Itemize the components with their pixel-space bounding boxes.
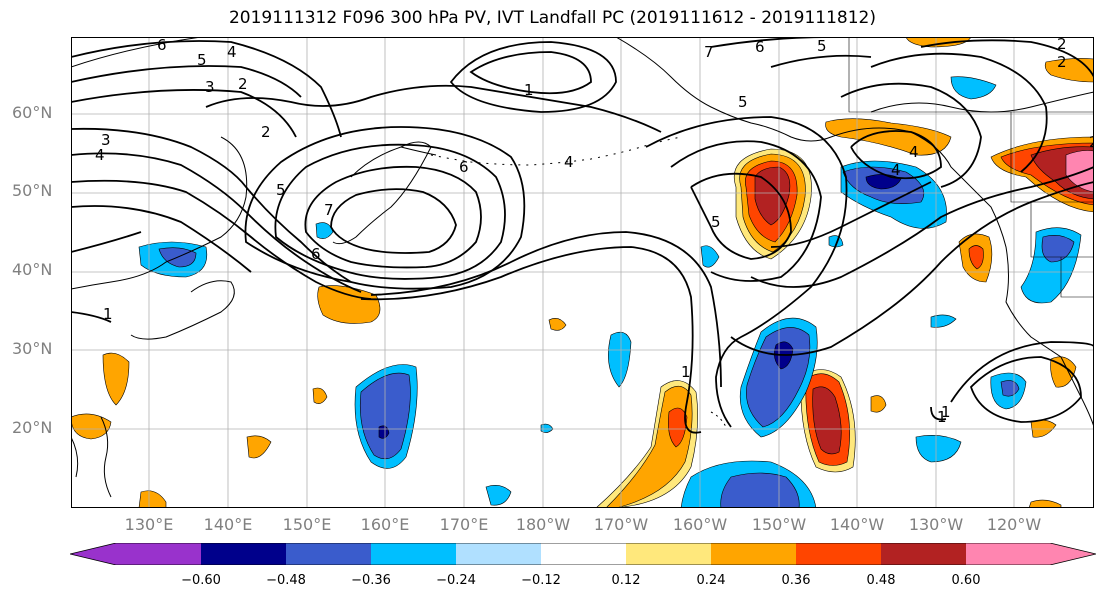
contour-label: 1 — [681, 363, 691, 381]
lat-label-40: 40°N — [12, 260, 53, 279]
blob-pos-small-8 — [246, 435, 272, 459]
colorbar-tick-label: −0.60 — [181, 573, 221, 588]
lon-label-160e: 160°E — [360, 515, 410, 534]
contour-label: 5 — [738, 93, 748, 111]
blob-pos-small-2 — [312, 387, 328, 404]
blob-pos-small-6 — [102, 352, 130, 406]
contour-label: 1 — [937, 408, 947, 426]
blob-pos-subtropical-165w — [595, 380, 698, 508]
colorbar-tick-label: −0.12 — [521, 573, 561, 588]
contour-label: 2 — [1057, 37, 1067, 53]
contour-label: 7 — [704, 43, 714, 61]
map-panel[interactable]: 6 5 4 3 2 1 7 5 6 4 2 1 2 3 4 5 6 7 1 6 … — [71, 37, 1094, 508]
colorbar-segment — [456, 543, 541, 565]
contour-label: 2 — [1057, 53, 1067, 71]
colorbar-extend-high — [966, 543, 1096, 565]
colorbar-segment — [881, 543, 966, 565]
colorbar-segment — [711, 543, 796, 565]
contour-label: 3 — [101, 131, 111, 149]
contour-label: 1 — [103, 305, 113, 323]
blob-pos-east-pacific-50n — [733, 148, 812, 260]
lon-label-150e: 150°E — [282, 515, 332, 534]
contour-label: 5 — [276, 181, 286, 199]
lon-label-120w: 120°W — [986, 515, 1042, 534]
lon-label-140e: 140°E — [203, 515, 253, 534]
lon-label-130w: 130°W — [908, 515, 964, 534]
colorbar-tick-label: 0.60 — [951, 573, 981, 588]
contour-label: 4 — [227, 43, 237, 61]
colorbar-segment — [541, 543, 626, 565]
lon-label-140w: 140°W — [829, 515, 885, 534]
blob-pos-subtropical-145w — [800, 369, 856, 473]
contour-label: 7 — [324, 201, 334, 219]
colorbar-tick-label: 0.12 — [611, 573, 641, 588]
lon-label-130e: 130°E — [124, 515, 174, 534]
lon-label-150w: 150°W — [751, 515, 807, 534]
lat-label-50: 50°N — [12, 181, 53, 200]
pv-contour-labels: 6 5 4 3 2 1 7 5 6 4 2 1 2 3 4 5 6 7 1 6 … — [95, 37, 1094, 426]
colorbar-tick-label: 0.48 — [866, 573, 896, 588]
contour-label: 5 — [817, 37, 827, 55]
lon-label-170e: 170°E — [439, 515, 489, 534]
blob-pos-small-1 — [548, 318, 567, 331]
blob-pos-top-right-2 — [1044, 58, 1094, 83]
contour-label: 4 — [909, 143, 919, 161]
colorbar-tick-label: 0.24 — [696, 573, 726, 588]
colorbar — [70, 543, 1096, 565]
colorbar-segment — [286, 543, 371, 565]
colorbar-tick-label: −0.36 — [351, 573, 391, 588]
contour-label: 1 — [941, 403, 951, 421]
contour-label: 4 — [95, 146, 105, 164]
figure-title: 2019111312 F096 300 hPa PV, IVT Landfall… — [228, 8, 876, 28]
contour-label: 1 — [524, 81, 534, 99]
blob-neg-small-7 — [315, 222, 334, 239]
blob-neg-small-1 — [608, 331, 632, 388]
blob-neg-small-9 — [828, 235, 844, 248]
lon-label-180w: 180°W — [515, 515, 571, 534]
lat-label-20: 20°N — [12, 418, 53, 437]
blob-neg-bottom-middle — [680, 460, 817, 508]
colorbar-segment — [201, 543, 286, 565]
blob-pos-japan-south — [317, 285, 381, 324]
contour-label: 4 — [564, 153, 574, 171]
lat-label-30: 30°N — [12, 339, 53, 358]
lat-label-60: 60°N — [12, 103, 53, 122]
pv-contours — [71, 37, 1094, 434]
colorbar-tick-label: −0.48 — [266, 573, 306, 588]
contour-label: 6 — [755, 38, 765, 56]
contour-label: 2 — [1089, 133, 1094, 151]
colorbar-segments — [70, 543, 1096, 565]
blob-neg-small-2 — [700, 245, 720, 268]
lon-label-160w: 160°W — [672, 515, 728, 534]
colorbar-segment — [371, 543, 456, 565]
contour-label: 2 — [261, 123, 271, 141]
contour-label: 4 — [891, 161, 901, 179]
contour-label: 5 — [711, 213, 721, 231]
colorbar-tick-label: −0.24 — [436, 573, 476, 588]
colorbar-segment — [796, 543, 881, 565]
colorbar-extend-low — [70, 543, 201, 565]
blob-neg-small-5 — [915, 435, 962, 463]
contour-label: 6 — [311, 245, 321, 263]
blob-neg-small-6 — [485, 485, 512, 506]
blob-neg-small-3 — [930, 314, 957, 328]
contour-label: 6 — [157, 37, 167, 54]
blob-pos-small-7 — [71, 413, 112, 440]
colorbar-tick-label: 0.36 — [781, 573, 811, 588]
contour-label: 6 — [459, 158, 469, 176]
contour-label: 3 — [205, 78, 215, 96]
blob-neg-alaska-top — [950, 76, 997, 100]
lon-label-170w: 170°W — [593, 515, 649, 534]
contour-label: 2 — [238, 75, 248, 93]
blob-pos-small-4 — [1050, 356, 1077, 388]
political-borders — [848, 37, 1094, 298]
blob-pos-small-3 — [870, 395, 887, 413]
colorbar-segment — [626, 543, 711, 565]
contour-label: 5 — [197, 51, 207, 69]
blob-neg-western-us — [1020, 227, 1082, 304]
